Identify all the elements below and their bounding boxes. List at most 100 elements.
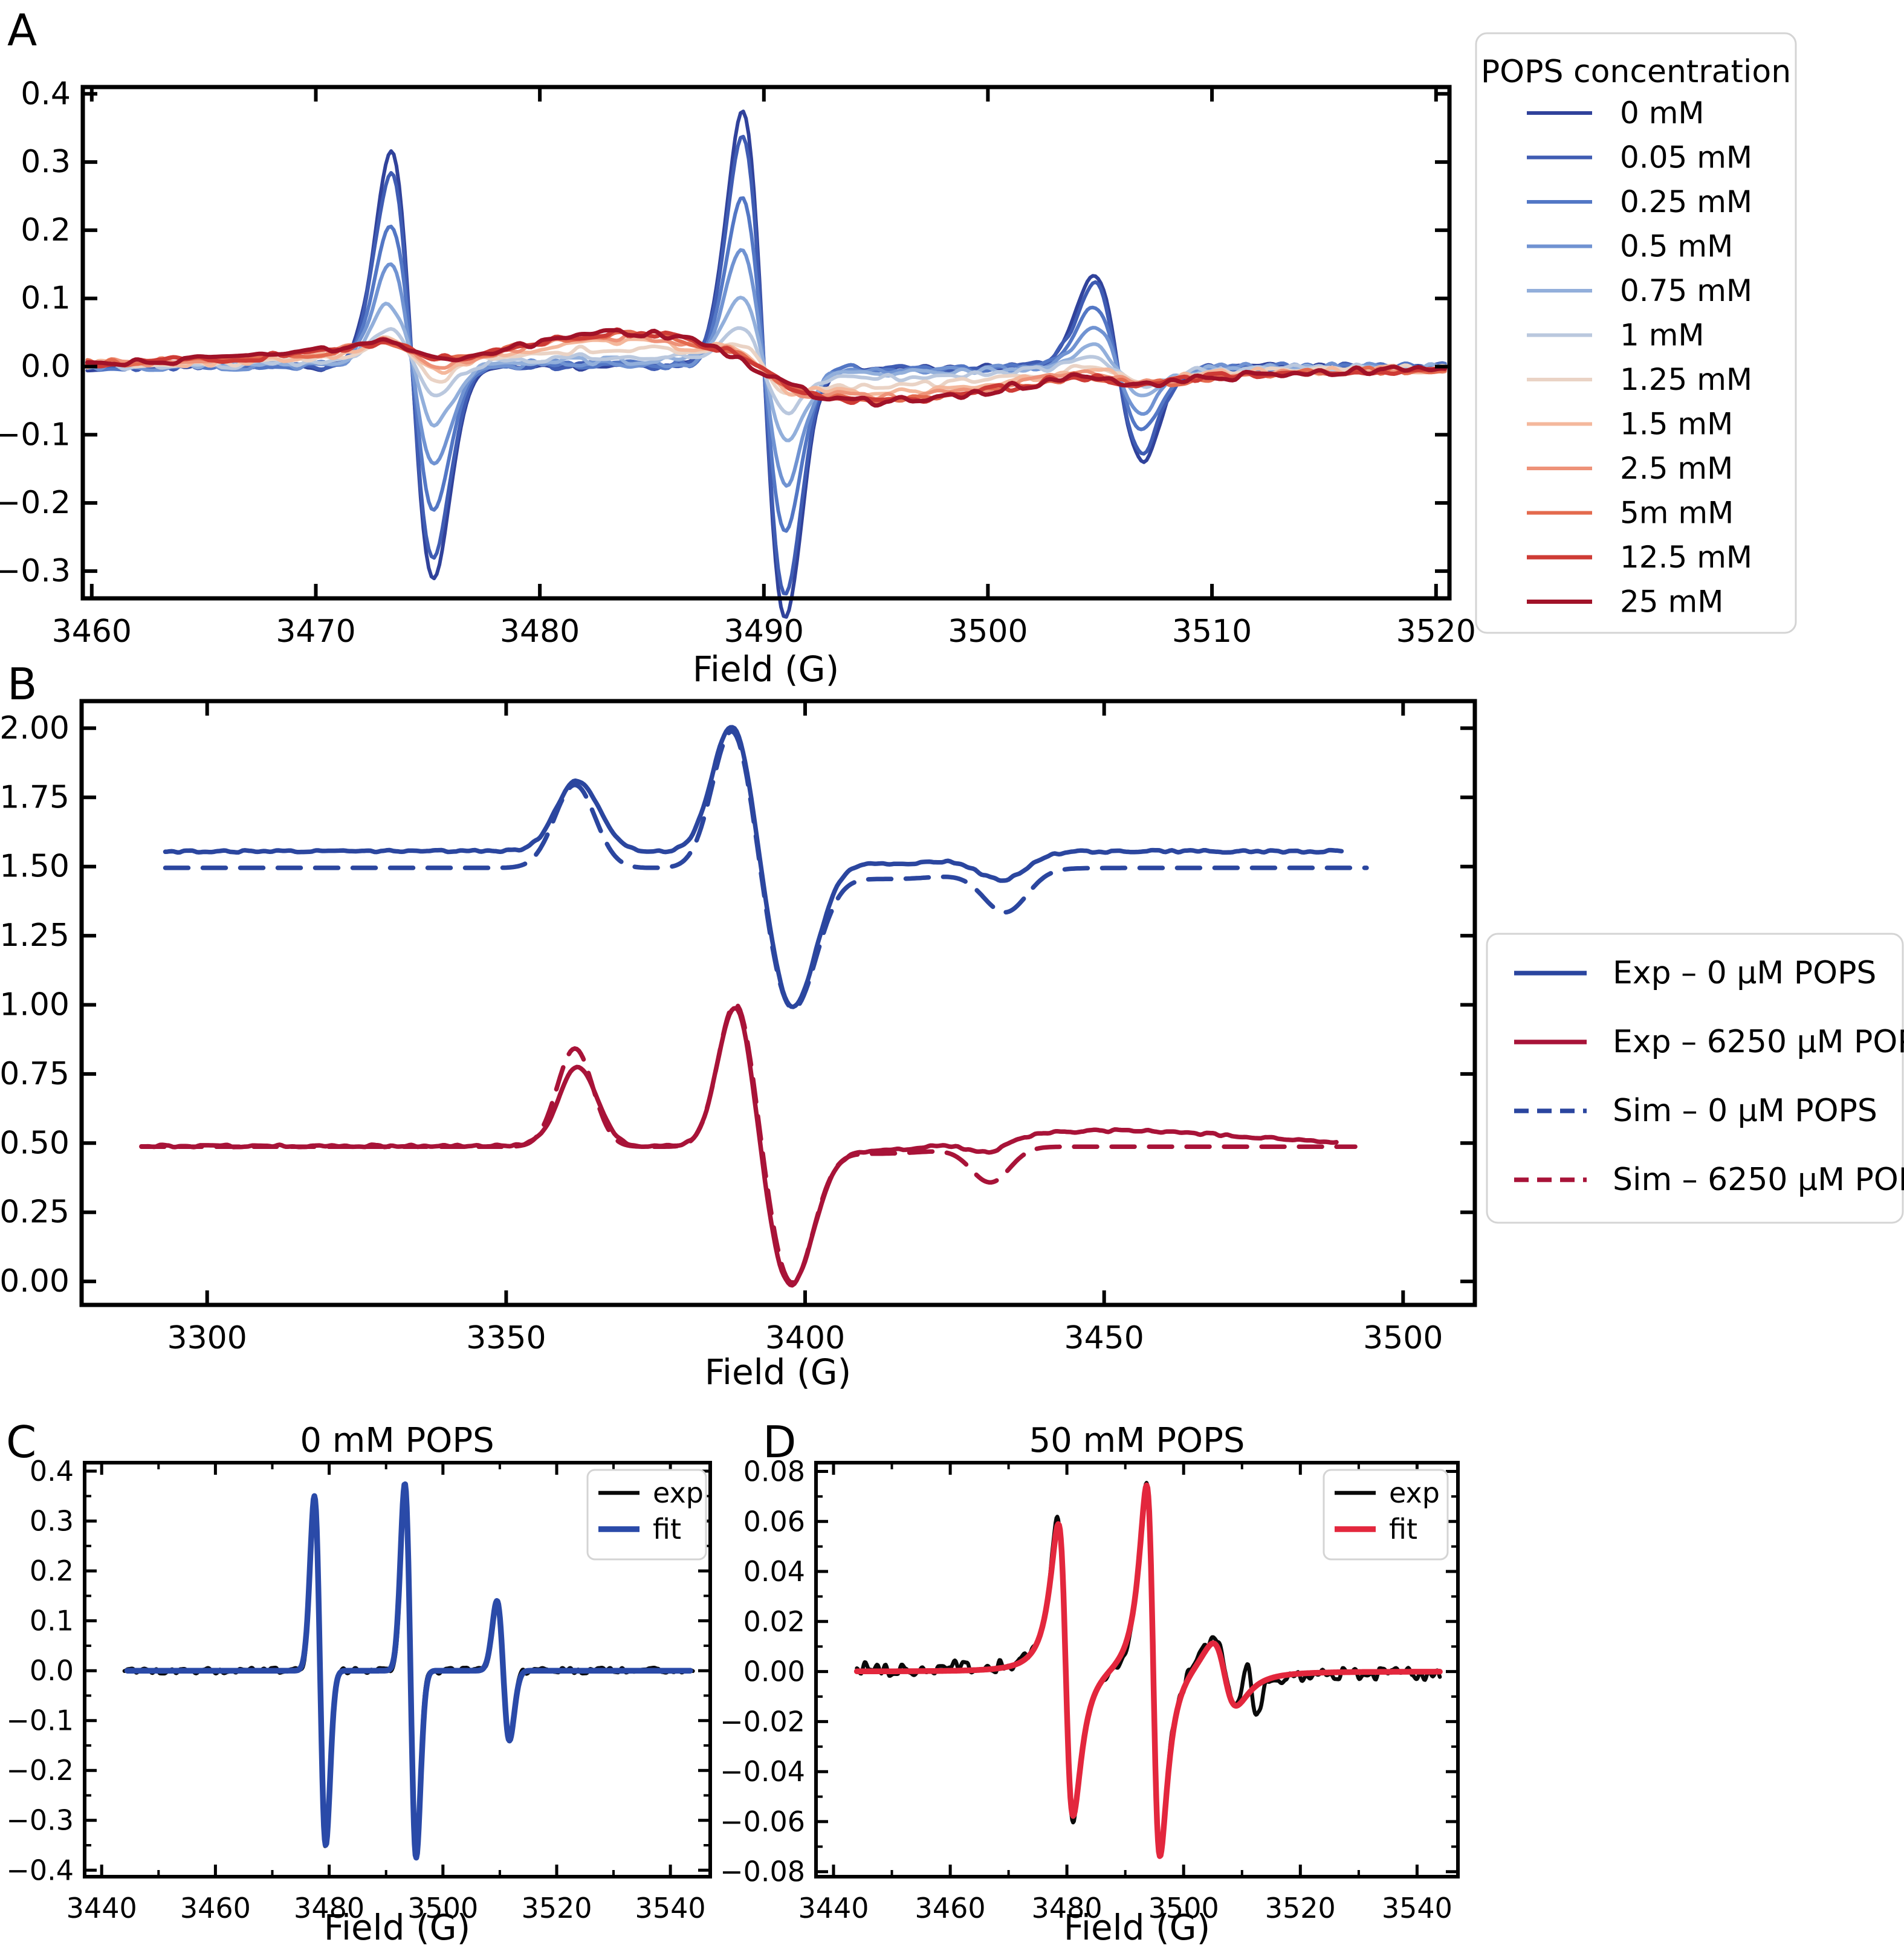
- panel-C-tick-labels: 3440 3460 3480 3500 3520 3540 0.4 0.3 0.2 0.1 0.0 −…: [6, 1455, 705, 1924]
- series-C-1-fit: [124, 1481, 693, 1861]
- panel-D-tick-labels: 3440 3460 3480 3500 3520 3540 0.08 0.06 0.04 0.02…: [720, 1455, 1452, 1925]
- svg-text:3540: 3540: [635, 1892, 706, 1924]
- svg-text:−0.3: −0.3: [0, 553, 71, 589]
- svg-text:3350: 3350: [466, 1320, 546, 1356]
- svg-text:3440: 3440: [798, 1892, 869, 1924]
- panel-D-series: [853, 1481, 1443, 1859]
- svg-text:3300: 3300: [167, 1320, 247, 1356]
- legend-title: POPS concentration: [1481, 54, 1791, 90]
- legend-label-B-2: Sim – 0 μM POPS: [1613, 1093, 1877, 1129]
- legend-label-C-0: exp: [653, 1477, 704, 1509]
- svg-text:2.00: 2.00: [0, 710, 70, 746]
- svg-text:−0.02: −0.02: [720, 1705, 805, 1738]
- svg-text:−0.06: −0.06: [720, 1805, 805, 1838]
- legend-label-A-11: 25 mM: [1620, 584, 1723, 620]
- panel-C-series: [122, 1481, 695, 1861]
- svg-text:1.50: 1.50: [0, 849, 70, 885]
- panel-c-title: 0 mM POPS: [300, 1421, 494, 1460]
- svg-text:0.4: 0.4: [21, 76, 71, 112]
- panel-letter-c: C: [6, 1417, 37, 1467]
- svg-text:3500: 3500: [407, 1892, 478, 1924]
- panel-B-series: [139, 725, 1369, 1288]
- svg-text:3490: 3490: [724, 613, 804, 650]
- svg-text:0.3: 0.3: [30, 1505, 74, 1538]
- series-B-3-sim-6250-m-pops: [139, 1002, 1358, 1285]
- svg-text:1.75: 1.75: [0, 779, 70, 815]
- svg-text:3480: 3480: [294, 1892, 364, 1924]
- svg-text:0.75: 0.75: [0, 1056, 70, 1092]
- svg-text:−0.08: −0.08: [720, 1856, 805, 1888]
- svg-text:0.08: 0.08: [743, 1455, 805, 1488]
- svg-text:3460: 3460: [52, 613, 132, 650]
- legend-label-A-2: 0.25 mM: [1620, 184, 1752, 219]
- svg-text:−0.2: −0.2: [6, 1754, 74, 1787]
- svg-text:−0.3: −0.3: [6, 1804, 74, 1837]
- svg-text:3510: 3510: [1172, 613, 1252, 650]
- series-B-2-sim-0-m-pops: [163, 729, 1369, 1011]
- legend-label-A-0: 0 mM: [1620, 95, 1705, 131]
- legend-label-A-5: 1 mM: [1620, 318, 1705, 353]
- svg-text:3450: 3450: [1064, 1320, 1144, 1356]
- panel-letter-d: D: [763, 1417, 797, 1467]
- svg-text:0.25: 0.25: [0, 1194, 70, 1231]
- svg-text:0.06: 0.06: [743, 1505, 805, 1538]
- legend-label-B-3: Sim – 6250 μM POPS: [1613, 1162, 1904, 1198]
- panel-D-legend: exp fit: [1323, 1469, 1449, 1561]
- svg-text:3480: 3480: [1032, 1892, 1103, 1924]
- panel-d-title: 50 mM POPS: [1029, 1421, 1245, 1460]
- svg-text:3460: 3460: [180, 1892, 251, 1924]
- svg-text:3520: 3520: [1396, 613, 1476, 650]
- svg-text:0.1: 0.1: [21, 280, 71, 317]
- svg-text:0.1: 0.1: [30, 1605, 74, 1637]
- panel-C-axes: [83, 1461, 712, 1878]
- legend-label-C-1: fit: [653, 1513, 681, 1545]
- legend-label-D-1: fit: [1389, 1513, 1417, 1545]
- svg-text:0.0: 0.0: [21, 349, 71, 385]
- svg-text:0.00: 0.00: [743, 1655, 805, 1688]
- legend-label-A-7: 1.5 mM: [1620, 407, 1733, 442]
- legend-label-D-0: exp: [1389, 1477, 1440, 1509]
- series-D-1-fit: [853, 1482, 1443, 1859]
- svg-text:3470: 3470: [276, 613, 355, 650]
- svg-text:0.50: 0.50: [0, 1125, 70, 1161]
- svg-text:3520: 3520: [521, 1892, 592, 1924]
- svg-text:0.3: 0.3: [21, 144, 71, 180]
- svg-text:0.4: 0.4: [30, 1455, 74, 1487]
- legend-label-B-1: Exp – 6250 μM POPS: [1613, 1024, 1904, 1060]
- panel-c-xlabel: Field (G): [323, 1907, 471, 1948]
- panel-letter-b: B: [7, 659, 37, 710]
- svg-text:−0.1: −0.1: [0, 416, 71, 453]
- legend-label-B-0: Exp – 0 μM POPS: [1613, 955, 1876, 991]
- series-A-11-25-mm: [85, 328, 1448, 408]
- panel-D-axes: [814, 1461, 1460, 1878]
- series-A-10-12-5-mm: [85, 327, 1448, 405]
- svg-text:3520: 3520: [1265, 1892, 1336, 1924]
- svg-text:1.00: 1.00: [0, 987, 70, 1023]
- svg-text:−0.2: −0.2: [0, 485, 71, 521]
- legend-label-A-10: 12.5 mM: [1620, 540, 1752, 575]
- legend-label-A-4: 0.75 mM: [1620, 273, 1752, 308]
- svg-text:0.2: 0.2: [30, 1555, 74, 1587]
- svg-text:−0.1: −0.1: [6, 1704, 74, 1737]
- panel-A-legend: POPS concentration 0 mM 0.05 mM 0.25 mM 0.5 …: [1475, 32, 1797, 634]
- svg-text:3500: 3500: [1363, 1320, 1443, 1356]
- panel-C-legend: exp fit: [586, 1469, 707, 1561]
- legend-label-A-1: 0.05 mM: [1620, 140, 1752, 175]
- panel-letter-a: A: [7, 5, 37, 56]
- svg-text:3460: 3460: [915, 1892, 986, 1924]
- panel-B-legend-frame: [1486, 933, 1904, 1224]
- svg-text:3480: 3480: [500, 613, 580, 650]
- legend-label-A-8: 2.5 mM: [1620, 451, 1733, 486]
- panel-A-legend-frame: [1475, 32, 1797, 634]
- svg-text:0.0: 0.0: [30, 1654, 74, 1687]
- panel-d-xlabel: Field (G): [1063, 1907, 1211, 1948]
- panel-A-series: [85, 109, 1448, 619]
- svg-text:−0.4: −0.4: [6, 1854, 74, 1886]
- svg-text:3400: 3400: [765, 1320, 845, 1356]
- svg-text:0.02: 0.02: [743, 1605, 805, 1638]
- panel-A-axes: [80, 85, 1452, 601]
- panel-B-tick-labels: 3300 3350 3400 3450 3500 2.00 1.75 1.50 1.25 1.00…: [0, 710, 1443, 1356]
- svg-text:3440: 3440: [66, 1892, 137, 1924]
